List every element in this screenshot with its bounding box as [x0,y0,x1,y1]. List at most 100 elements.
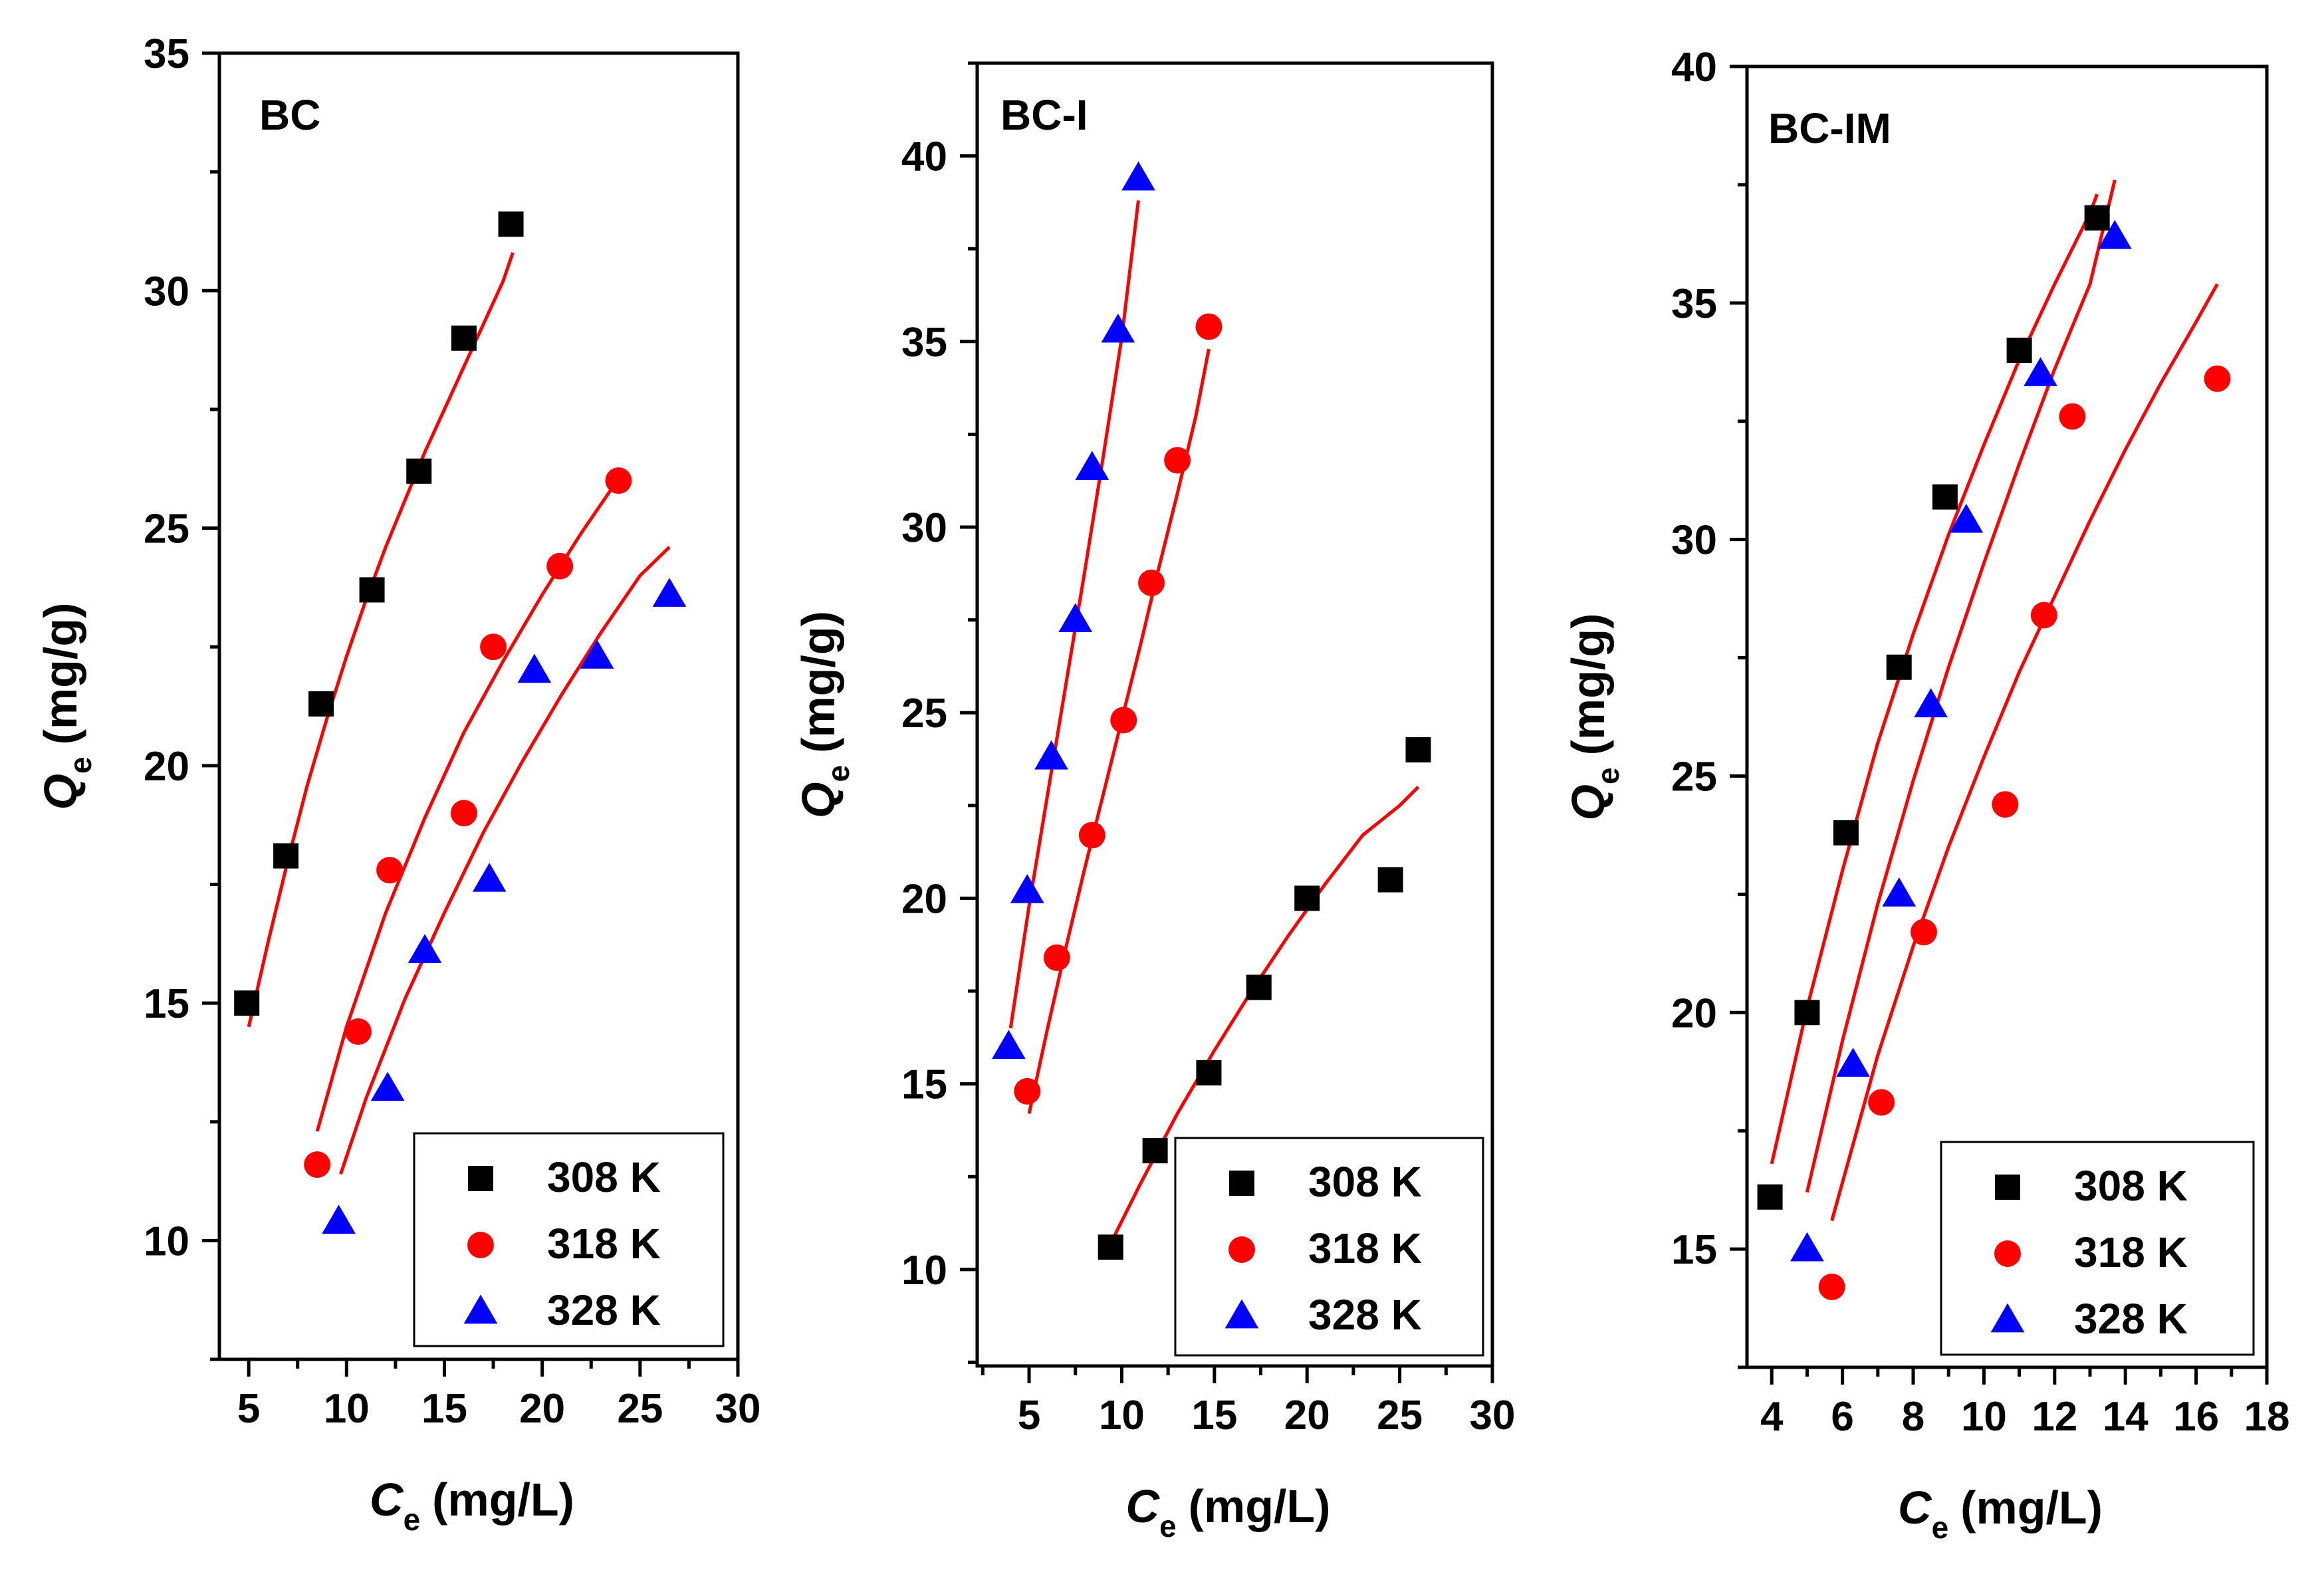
y-axis-title: Qe(mg/g) [35,603,98,810]
plot-frame [975,61,1494,1368]
fit-curve-328k [1805,179,2117,1193]
y-tick-label: 30 [1671,518,1717,564]
data-point-328k [407,934,442,963]
data-point-328k [322,1204,356,1234]
y-axis-title: Qe(mg/g) [1562,614,1625,821]
data-point-328k [1058,603,1093,632]
x-tick-label: 25 [617,1386,663,1432]
data-point-318k [1014,1077,1041,1105]
data-point-308k [1142,1138,1168,1164]
data-point-328k [1949,503,1984,533]
data-point-308k [308,691,334,717]
y-tick-label: 35 [144,31,189,77]
data-point-318k [1911,919,1937,946]
data-point-308k [234,990,260,1016]
panel-title: BC [259,91,320,139]
x-tick-label: 8 [1902,1394,1924,1440]
data-point-308k [406,458,432,484]
data-point-308k [2084,205,2110,231]
data-point-328k [517,653,552,683]
legend-marker-328k [1224,1299,1259,1329]
x-tick-label: 15 [421,1386,467,1432]
data-point-308k [2006,337,2032,363]
data-point-328k [1010,873,1044,903]
x-tick-label: 5 [237,1386,260,1432]
x-tick-label: 14 [2103,1394,2149,1440]
data-point-318k [1164,447,1191,474]
data-point-308k [1886,654,1912,680]
data-point-318k [345,1018,372,1045]
x-tick-label: 6 [1831,1394,1853,1440]
data-point-318k [304,1151,331,1178]
legend-label: 308 K [1308,1158,1422,1206]
y-tick-label: 10 [901,1248,947,1294]
data-point-328k [2024,357,2057,386]
legend-label: 308 K [2074,1162,2188,1210]
x-tick-label: 15 [1191,1393,1237,1438]
y-tick-label: 15 [901,1062,947,1108]
panel-title: BC-I [1000,91,1088,139]
data-point-328k [652,578,687,607]
legend-marker-308k [1229,1171,1254,1196]
legend-box [413,1132,725,1347]
data-point-318k [1868,1089,1895,1116]
data-point-328k [472,862,507,892]
data-point-308k [451,325,477,351]
data-point-318k [1138,569,1165,596]
panel-title: BC-IM [1768,104,1891,152]
y-tick-label: 25 [144,507,189,552]
x-tick-label: 16 [2173,1394,2219,1440]
data-point-318k [1078,822,1105,849]
legend-marker-308k [1995,1175,2020,1200]
data-point-308k [1932,484,1958,510]
fit-curve-308k [1770,193,2099,1165]
data-point-328k [580,639,614,669]
fit-curve-308k [247,252,515,1028]
legend-marker-318k [1228,1236,1255,1263]
data-point-318k [1110,707,1137,734]
data-point-318k [2030,602,2057,629]
y-tick-label: 25 [901,691,947,736]
x-tick-label: 5 [1018,1393,1040,1438]
data-point-328k [992,1030,1026,1060]
x-axis-title: Ce (mg/L) [1126,1480,1331,1543]
legend-marker-328k [463,1294,498,1324]
legend-label: 308 K [547,1153,661,1201]
data-point-308k [273,843,299,869]
x-tick-label: 20 [1284,1393,1330,1438]
legend-box [1940,1141,2255,1356]
panel-bc-i: 5 10 15 20 25 30 10 15 20 25 30 35 40 BC-I Ce (mg/L) Qe(… [792,61,1516,1543]
data-point-318k [1992,791,2019,818]
x-tick-label: 30 [1470,1393,1516,1438]
data-point-328k [2097,219,2132,249]
data-point-318k [480,633,507,661]
y-tick-label: 20 [1671,990,1717,1036]
data-point-328k [1034,740,1068,770]
data-point-308k [1377,867,1403,893]
data-point-308k [1294,885,1320,911]
legend-label: 318 K [2074,1228,2188,1276]
data-point-318k [2204,365,2231,392]
x-tick-label: 10 [1099,1393,1145,1438]
fit-curve-318k [1830,283,2219,1222]
fit-curve-328k [339,546,671,1175]
y-tick-label: 15 [144,981,189,1027]
legend-label: 318 K [547,1220,661,1268]
data-point-318k [1195,313,1222,340]
data-point-308k [359,577,385,603]
data-point-328k [1914,688,1948,718]
data-point-308k [1833,820,1859,846]
data-point-328k [370,1072,405,1101]
data-point-328k [1101,313,1135,343]
y-tick-label: 20 [901,876,947,922]
data-point-328k [1882,877,1917,907]
legend-marker-328k [1990,1303,2025,1333]
x-axis-title: Ce (mg/L) [370,1474,574,1537]
x-tick-label: 30 [715,1386,761,1432]
data-point-318k [1043,944,1070,971]
data-point-308k [1794,1000,1820,1026]
data-point-328k [1790,1232,1824,1262]
panel-bc-im: 4 6 8 10 12 14 16 18 15 20 25 30 35 40 BC-IM Ce (mg/L) Qe… [1562,45,2289,1545]
y-tick-label: 40 [1671,45,1717,90]
